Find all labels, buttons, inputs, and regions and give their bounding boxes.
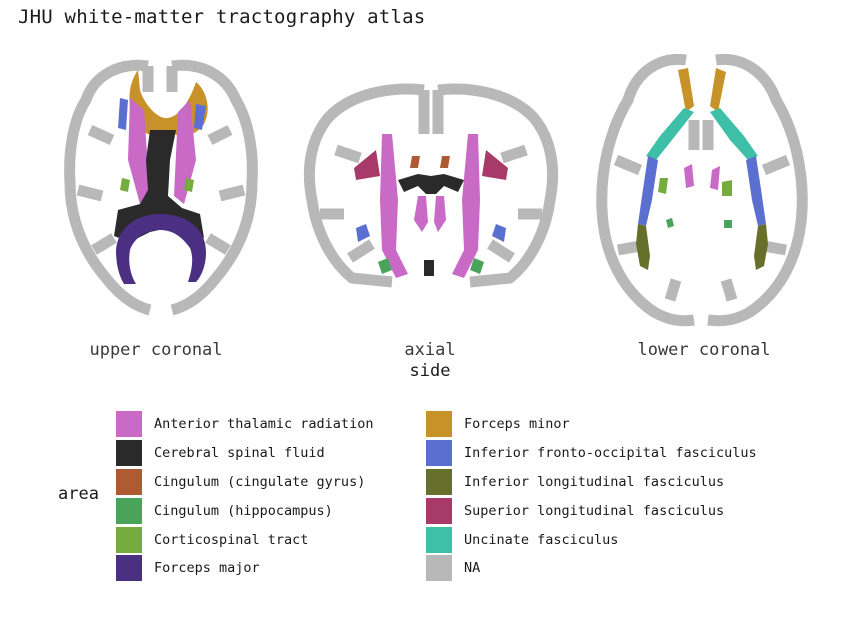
x-axis-title: side — [409, 361, 451, 381]
legend-swatch — [116, 497, 142, 524]
brain-outline-axial — [303, 83, 559, 288]
legend-label: Forceps minor — [464, 416, 570, 433]
cingulum-cg-left-axial — [410, 156, 420, 168]
legend-item: Cingulum (hippocampus) — [116, 496, 373, 525]
legend-swatch — [426, 468, 452, 495]
legend-swatch — [116, 555, 142, 582]
atr-left-axial — [380, 134, 408, 278]
brain-slices — [64, 53, 808, 327]
atr-left-upper — [128, 98, 150, 204]
legend-label: Inferior fronto-occipital fasciculus — [464, 445, 757, 462]
legend-column-right: Forceps minor Inferior fronto-occipital … — [426, 410, 757, 583]
legend-label: Cerebral spinal fluid — [154, 445, 325, 462]
uncinate-right-lower — [710, 108, 758, 160]
panel-label-lower-coronal: lower coronal — [637, 340, 771, 360]
legend-swatch — [426, 411, 452, 438]
slice-upper-coronal — [64, 59, 258, 316]
atr-left-lower — [684, 164, 694, 188]
atr-mid-left-axial — [414, 196, 428, 232]
legend-label: Superior longitudinal fasciculus — [464, 502, 725, 519]
legend-swatch — [116, 411, 142, 438]
legend-swatch — [426, 440, 452, 467]
legend-item: Superior longitudinal fasciculus — [426, 496, 757, 525]
legend-swatch — [426, 497, 452, 524]
legend-item: Inferior fronto-occipital fasciculus — [426, 439, 757, 468]
ifof-left-lower — [638, 156, 658, 226]
atr-mid-right-axial — [434, 196, 446, 232]
slice-axial — [303, 83, 559, 288]
legend-item: Forceps major — [116, 554, 373, 583]
legend-label: Corticospinal tract — [154, 531, 309, 548]
cst-right-lower — [722, 180, 732, 196]
legend-title: area — [58, 484, 99, 504]
cst-left-lower — [658, 178, 668, 194]
legend-item: Anterior thalamic radiation — [116, 410, 373, 439]
ilf-right-lower — [754, 224, 768, 270]
legend-label: NA — [464, 560, 481, 577]
slf-left-axial — [354, 150, 380, 180]
forceps-major-upper — [116, 214, 206, 284]
forceps-minor-left-lower — [678, 68, 694, 112]
ifof-left-axial — [356, 224, 370, 242]
cingulum-hc-right-lower — [724, 220, 732, 228]
legend-swatch — [116, 468, 142, 495]
csf-upper — [114, 130, 204, 242]
cingulum-hc-right-axial — [470, 258, 484, 274]
legend-column-left: Anterior thalamic radiation Cerebral spi… — [116, 410, 373, 583]
legend-swatch — [426, 526, 452, 553]
legend-swatch — [116, 440, 142, 467]
brain-outline-lower — [596, 53, 808, 327]
legend-label: Cingulum (hippocampus) — [154, 502, 333, 519]
legend-item: Inferior longitudinal fasciculus — [426, 468, 757, 497]
uncinate-left-lower — [646, 108, 694, 160]
atr-right-upper — [174, 100, 196, 204]
cingulum-hc-left-lower — [666, 218, 674, 228]
legend-swatch — [426, 555, 452, 582]
ifof-right-lower — [746, 156, 766, 226]
legend-label: Forceps major — [154, 560, 260, 577]
atr-right-lower — [710, 166, 720, 190]
legend-item: Uncinate fasciculus — [426, 525, 757, 554]
panel-label-upper-coronal: upper coronal — [89, 340, 223, 360]
panel-label-axial: axial — [404, 340, 456, 360]
brain-outline-upper — [64, 59, 258, 316]
slf-right-axial — [482, 150, 508, 180]
legend-item: Cingulum (cingulate gyrus) — [116, 468, 373, 497]
ifof-left-upper — [118, 98, 128, 130]
figure-title: JHU white-matter tractography atlas — [18, 6, 426, 28]
legend-label: Cingulum (cingulate gyrus) — [154, 473, 366, 490]
legend-label: Inferior longitudinal fasciculus — [464, 473, 725, 490]
csf-lower-axial — [424, 260, 434, 276]
csf-axial — [398, 174, 464, 194]
forceps-minor-right-lower — [710, 68, 726, 112]
legend-item: NA — [426, 554, 757, 583]
slice-lower-coronal — [596, 53, 808, 327]
atr-right-axial — [452, 134, 480, 278]
legend-label: Anterior thalamic radiation — [154, 416, 374, 433]
ilf-left-lower — [636, 224, 650, 270]
legend-label: Uncinate fasciculus — [464, 531, 619, 548]
legend-item: Cerebral spinal fluid — [116, 439, 373, 468]
legend-swatch — [116, 526, 142, 553]
legend-item: Forceps minor — [426, 410, 757, 439]
ifof-right-axial — [492, 224, 506, 242]
cingulum-hc-left-axial — [378, 258, 392, 274]
cst-right-upper — [184, 178, 194, 192]
cingulum-cg-right-axial — [440, 156, 450, 168]
legend-item: Corticospinal tract — [116, 525, 373, 554]
ifof-right-upper — [194, 104, 206, 130]
cst-left-upper — [120, 178, 130, 192]
